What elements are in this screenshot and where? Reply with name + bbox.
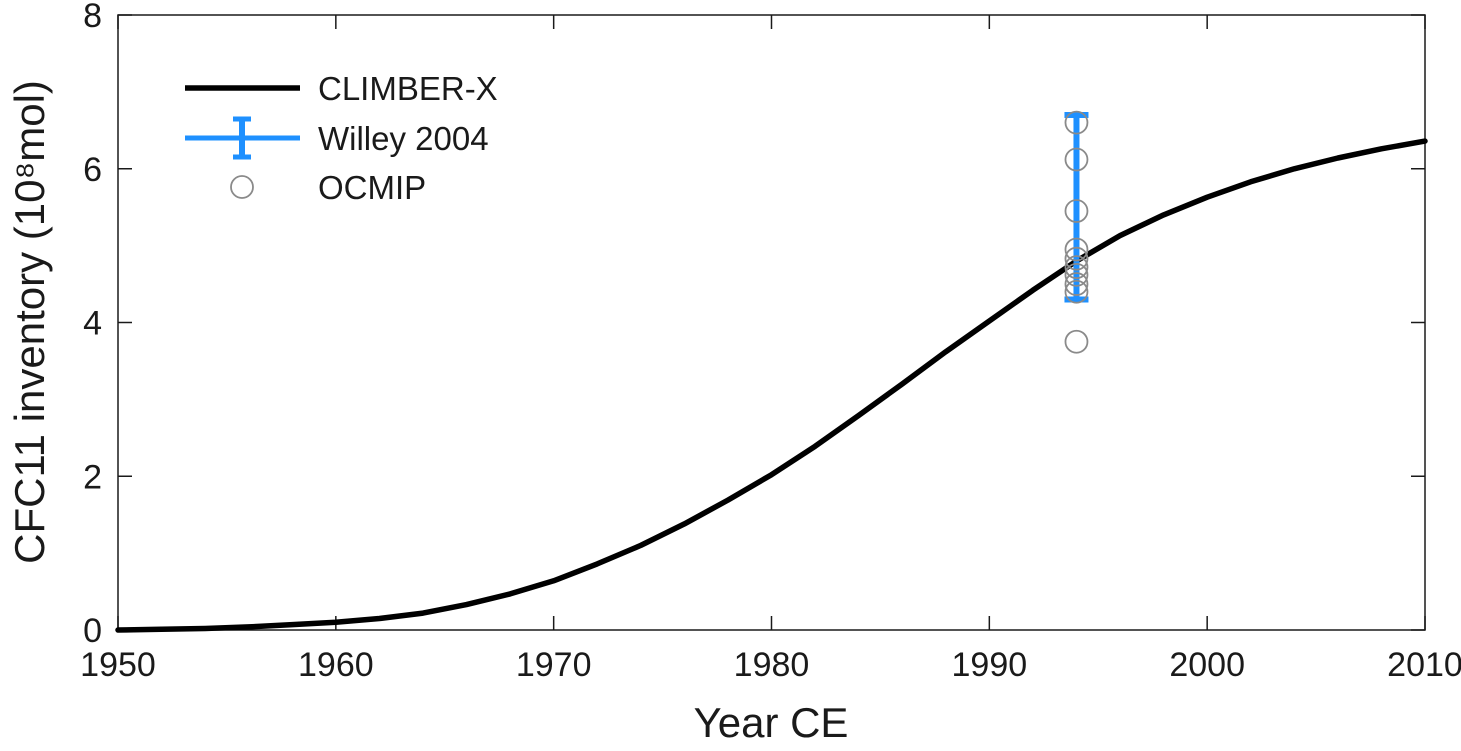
x-tick-label: 1980 <box>734 646 810 684</box>
y-tick-label: 0 <box>83 612 102 650</box>
scatter-point-ocmip <box>1064 246 1089 271</box>
y-tick-label: 8 <box>83 0 102 35</box>
legend-label-climber-x: CLIMBER-X <box>318 70 498 107</box>
x-tick-label: 1990 <box>952 646 1028 684</box>
scatter-point-ocmip <box>1064 110 1089 135</box>
x-tick-label: 1970 <box>516 646 592 684</box>
series-line-climber-x <box>115 138 1428 633</box>
scatter-point-ocmip <box>1064 329 1089 354</box>
axes-box <box>117 14 1426 631</box>
y-axis-label: CFC11 inventory (10⁸mol) <box>6 80 53 564</box>
scatter-point-ocmip <box>1064 279 1089 304</box>
scatter-point-ocmip <box>1064 199 1089 223</box>
x-tick-label: 1950 <box>80 646 156 684</box>
scatter-point-ocmip <box>1064 272 1089 296</box>
scatter-point-ocmip <box>1064 262 1089 287</box>
legend-label-willey-2004: Willey 2004 <box>318 120 489 157</box>
x-tick-label: 1960 <box>298 646 374 684</box>
legend: CLIMBER-X Willey 2004 OCMIP <box>185 70 498 206</box>
scatter-point-ocmip <box>1064 255 1089 280</box>
x-tick-label: 2000 <box>1169 646 1245 684</box>
y-tick-label: 6 <box>83 151 102 189</box>
x-axis-label: Year CE <box>694 699 849 746</box>
legend-circle-symbol <box>230 175 254 199</box>
series-layer <box>115 110 1428 633</box>
y-tick-label: 2 <box>83 458 102 496</box>
axes-layer: 1950 1960 1970 1980 1990 2000 2010 0 2 4 6 8 <box>80 0 1461 684</box>
x-tick-label: 2010 <box>1387 646 1461 684</box>
scatter-point-ocmip <box>1064 237 1089 262</box>
scatter-point-ocmip <box>1064 147 1089 172</box>
legend-label-ocmip: OCMIP <box>318 169 426 206</box>
y-tick-label: 4 <box>83 305 102 343</box>
